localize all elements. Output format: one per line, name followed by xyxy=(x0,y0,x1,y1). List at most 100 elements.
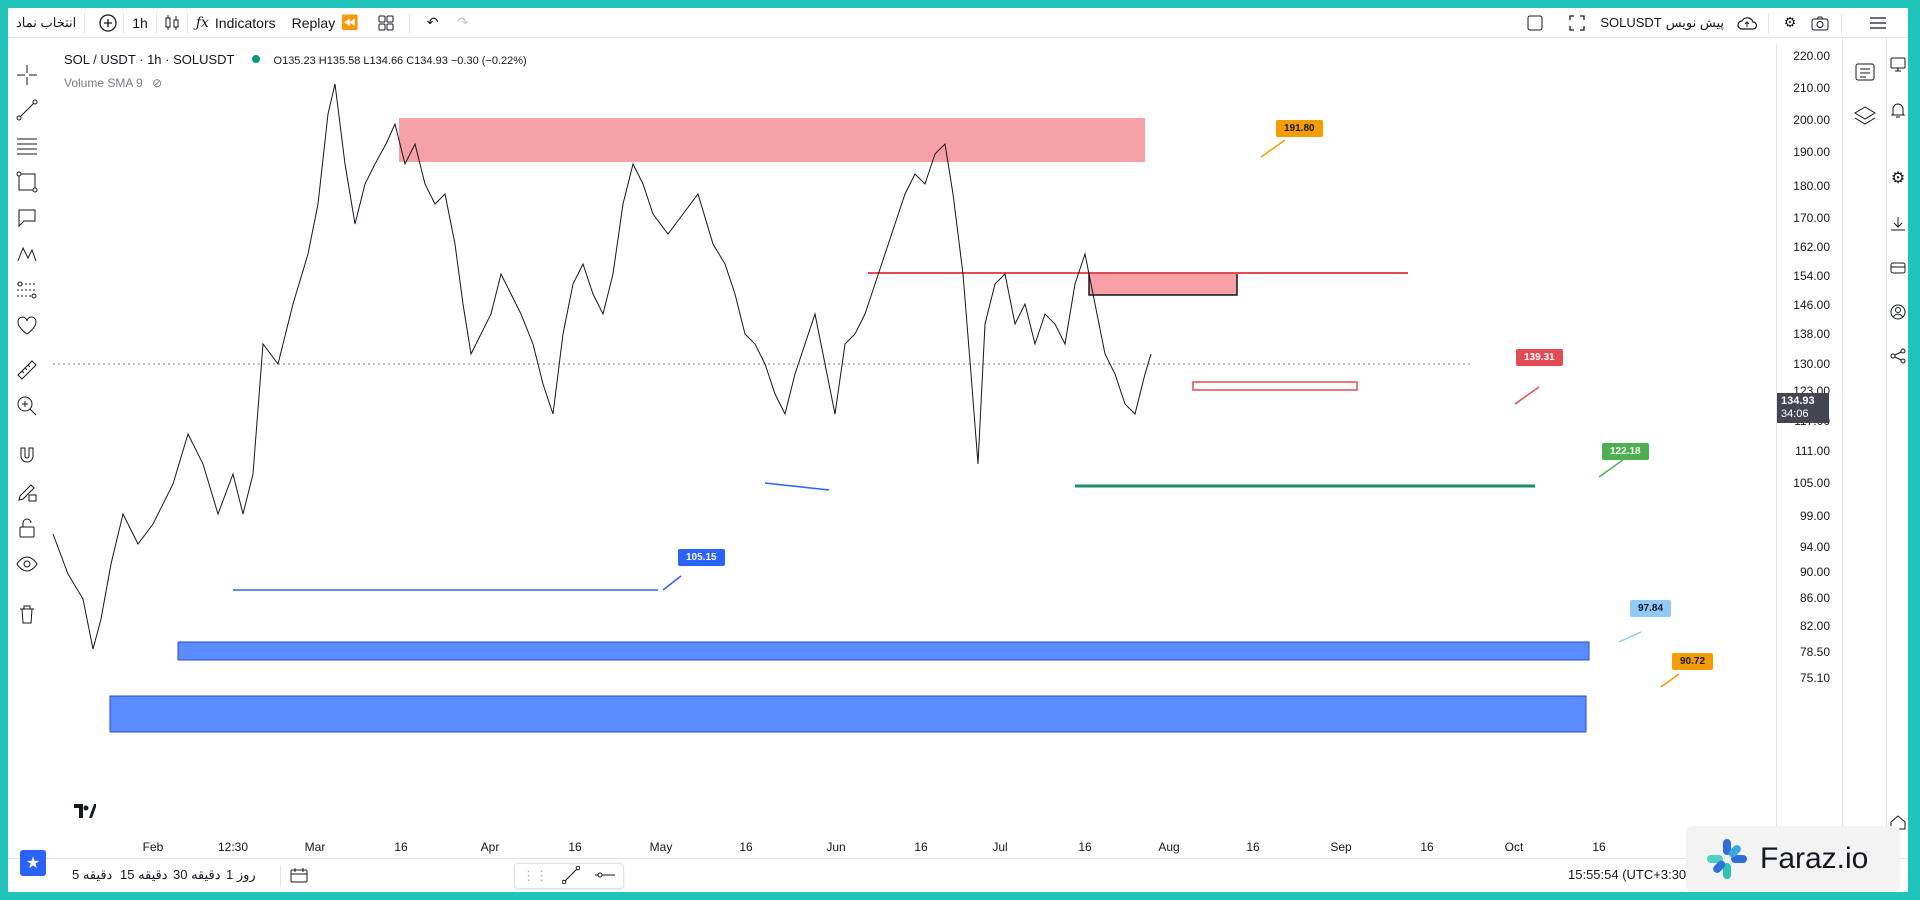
undo-icon[interactable]: ↶ xyxy=(426,14,439,30)
divider xyxy=(123,12,125,33)
time-tick: Apr xyxy=(480,840,500,854)
symbol-title[interactable]: SOL / USDT · 1h · SOLUSDT xyxy=(64,52,235,67)
price-tag-139[interactable]: 139.31 xyxy=(1516,349,1563,366)
callout-icon[interactable] xyxy=(14,205,40,231)
bell-icon[interactable] xyxy=(1882,94,1908,126)
small-red-zone[interactable] xyxy=(1192,381,1358,391)
layers-icon[interactable] xyxy=(1849,100,1881,132)
tag-pointer xyxy=(1598,459,1624,478)
heart-icon[interactable] xyxy=(14,313,40,339)
unlock-icon[interactable] xyxy=(14,515,40,541)
market-status-dot xyxy=(251,55,260,63)
publish-symbol: SOLUSDT xyxy=(1600,15,1662,30)
price-tick: 90.00 xyxy=(1799,565,1830,579)
interval-button[interactable]: 1h xyxy=(132,14,148,31)
time-tick: 12:30 xyxy=(217,840,249,854)
price-tick: 138.00 xyxy=(1793,327,1830,341)
eye-off-icon[interactable]: ⊘ xyxy=(152,76,163,90)
price-tick: 220.00 xyxy=(1793,49,1830,63)
magnet-icon[interactable] xyxy=(14,443,40,469)
trend-line-tool-icon[interactable] xyxy=(561,865,581,887)
price-tag-105[interactable]: 105.15 xyxy=(678,549,725,566)
clock-timezone[interactable]: 15:55:54 (UTC+3:30) xyxy=(1568,867,1691,882)
trend-line-icon[interactable] xyxy=(14,97,40,123)
card-icon[interactable] xyxy=(1882,252,1908,284)
demand-zone-lower[interactable] xyxy=(109,695,1587,733)
camera-icon[interactable] xyxy=(1805,8,1835,38)
price-tag-97[interactable]: 97.84 xyxy=(1630,600,1672,617)
price-chart[interactable] xyxy=(52,44,1680,830)
monitor-icon[interactable] xyxy=(1882,48,1908,80)
publish-label: پیش نویس xyxy=(1665,14,1724,30)
time-tick: Feb xyxy=(142,840,164,854)
time-tick: 16 xyxy=(1420,840,1434,854)
eye-icon[interactable] xyxy=(14,551,40,577)
time-tick: Jun xyxy=(826,840,846,854)
share-icon[interactable] xyxy=(1882,340,1908,372)
price-tag-90[interactable]: 90.72 xyxy=(1672,653,1714,670)
faraz-watermark: Faraz.io xyxy=(1686,826,1900,892)
tag-pointer xyxy=(662,575,682,591)
drag-handle-icon[interactable]: ⋮⋮ xyxy=(522,868,548,883)
download-icon[interactable] xyxy=(1882,208,1908,240)
indicators-label: Indicators xyxy=(214,14,276,31)
period-1-day[interactable]: 1 روز xyxy=(226,867,256,882)
time-tick: 16 xyxy=(914,840,928,854)
price-tick: 170.00 xyxy=(1793,211,1830,225)
price-tick: 162.00 xyxy=(1793,240,1830,254)
demand-zone-upper[interactable] xyxy=(177,641,1590,661)
hamburger-menu-icon[interactable] xyxy=(1848,8,1908,38)
time-tick: 16 xyxy=(1078,840,1092,854)
current-price-label: 134.93 34:06 xyxy=(1777,393,1829,423)
tradingview-logo[interactable] xyxy=(74,804,97,821)
price-tag-122[interactable]: 122.18 xyxy=(1602,443,1649,460)
watchlist-icon[interactable] xyxy=(1849,56,1881,88)
user-icon[interactable] xyxy=(1882,296,1908,328)
app-frame: انتخاب نماد 1h ƒx Indicators Replay ⏪ ↶ … xyxy=(8,8,1908,892)
layout-grid-icon[interactable] xyxy=(371,8,401,38)
candles-icon[interactable] xyxy=(157,8,187,38)
trash-icon[interactable] xyxy=(14,601,40,627)
period-5-min[interactable]: 5 دقیقه xyxy=(72,867,113,882)
time-scale[interactable]: Feb 12:30 Mar 16 Apr 16 May 16 Jun 16 Jul 16 Aug 16 Se… xyxy=(53,838,1768,858)
publish-draft-label[interactable]: SOLUSDT پیش نویس xyxy=(1592,8,1732,38)
price-tick: 210.00 xyxy=(1793,81,1830,95)
favorite-star-icon[interactable]: ★ xyxy=(20,850,46,876)
zoom-in-icon[interactable] xyxy=(14,393,40,419)
price-tick: 75.10 xyxy=(1799,671,1830,685)
supply-zone-top[interactable] xyxy=(399,118,1145,162)
add-symbol-icon[interactable] xyxy=(93,8,123,38)
fullscreen-square-icon[interactable] xyxy=(1520,8,1550,38)
gear-icon[interactable]: ⚙ xyxy=(1890,170,1906,187)
price-scale[interactable]: 220.00 210.00 200.00 190.00 180.00 170.00 162.… xyxy=(1776,44,1838,830)
settings-gear-icon[interactable]: ⚙ xyxy=(1783,14,1797,30)
ruler-icon[interactable] xyxy=(14,357,40,383)
period-15-min[interactable]: 15 دقیقه xyxy=(120,867,168,882)
pattern-icon[interactable] xyxy=(14,241,40,267)
horizontal-line-tool-icon[interactable] xyxy=(594,866,616,887)
redo-icon[interactable]: ↷ xyxy=(456,14,469,30)
price-tick: 200.00 xyxy=(1793,113,1830,127)
cloud-upload-icon[interactable] xyxy=(1732,8,1762,38)
indicators-button[interactable]: ƒx Indicators xyxy=(188,8,284,38)
replay-label: Replay xyxy=(291,14,336,31)
expand-icon[interactable] xyxy=(1562,8,1592,38)
volume-label[interactable]: Volume SMA 9 xyxy=(64,76,143,90)
price-tick: 130.00 xyxy=(1793,357,1830,371)
rectangle-icon[interactable] xyxy=(14,169,40,195)
supply-zone-mid[interactable] xyxy=(1088,272,1238,296)
price-tag-191[interactable]: 191.80 xyxy=(1276,120,1323,137)
lock-drawing-icon[interactable] xyxy=(14,479,40,505)
crosshair-icon[interactable] xyxy=(14,62,40,88)
date-range-icon[interactable] xyxy=(290,867,308,886)
symbol-search-button[interactable]: انتخاب نماد xyxy=(16,14,77,30)
divider xyxy=(408,12,410,33)
fib-lines-icon[interactable] xyxy=(14,133,40,159)
price-tick: 154.00 xyxy=(1793,269,1830,283)
replay-button[interactable]: Replay ⏪ xyxy=(284,8,367,38)
projection-icon[interactable] xyxy=(14,277,40,303)
right-side-strip: ⚙ xyxy=(1886,38,1908,858)
trend-line-blue[interactable] xyxy=(764,482,830,491)
period-30-min[interactable]: 30 دقیقه xyxy=(173,867,221,882)
bar-countdown: 34:06 xyxy=(1781,408,1809,420)
